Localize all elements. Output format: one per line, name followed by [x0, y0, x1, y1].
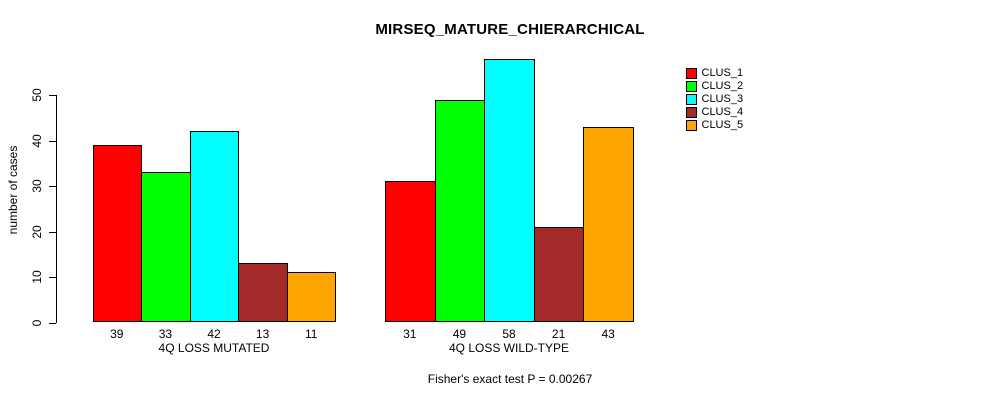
y-tick-mark: [49, 231, 56, 233]
bar-value-label: 42: [207, 326, 221, 341]
y-tick-mark: [49, 95, 56, 96]
y-tick-mark: [49, 322, 56, 324]
legend-swatch-clus_2: [686, 80, 697, 92]
x-axis-label-group-2: 4Q LOSS WILD-TYPE: [448, 341, 570, 355]
bar-clus_5-group1: [286, 272, 337, 323]
y-tick-label: 10: [30, 270, 44, 284]
y-tick-mark: [49, 277, 56, 278]
bar-value-label: 43: [601, 326, 615, 341]
bar-value-label: 58: [502, 326, 516, 341]
bar-value-label: 21: [551, 326, 566, 341]
legend-swatch-clus_3: [686, 93, 697, 105]
x-axis-label-group-1: 4Q LOSS MUTATED: [158, 341, 270, 355]
y-axis-title: number of cases: [6, 145, 20, 235]
legend-swatch-clus_1: [686, 67, 697, 79]
bar-value-label: 49: [452, 326, 467, 341]
legend-label-clus_2: CLUS_2: [701, 79, 744, 92]
bar-value-label: 33: [158, 326, 173, 341]
bar-value-label: 39: [110, 326, 124, 341]
annotation-pvalue: Fisher's exact test P = 0.00267: [427, 372, 593, 386]
legend-swatch-clus_5: [686, 119, 697, 131]
bar-clus_1-group2: [385, 181, 436, 323]
bar-clus_3-group1: [189, 131, 240, 323]
bar-value-label: 13: [255, 326, 270, 341]
y-tick-mark: [49, 186, 56, 187]
bar-clus_3-group2: [484, 58, 535, 323]
legend-label-clus_5: CLUS_5: [701, 118, 744, 131]
y-tick-label: 50: [30, 88, 44, 102]
bar-clus_2-group1: [141, 172, 191, 323]
legend-label-clus_4: CLUS_4: [701, 105, 744, 118]
legend-swatch-clus_4: [686, 106, 697, 118]
bar-clus_1-group1: [92, 145, 143, 323]
bar-value-label: 11: [304, 326, 318, 341]
y-tick-label: 20: [30, 224, 44, 239]
y-tick-mark: [49, 140, 56, 142]
y-tick-label: 0: [30, 319, 44, 326]
y-axis-line: [56, 95, 57, 323]
y-tick-label: 40: [30, 133, 44, 148]
bar-clus_4-group2: [533, 226, 585, 323]
y-tick-label: 30: [30, 179, 44, 193]
chart-title: MIRSEQ_MATURE_CHIERARCHICAL: [375, 21, 645, 38]
bar-value-label: 31: [403, 326, 417, 341]
bar-clus_5-group2: [583, 126, 634, 323]
legend-label-clus_1: CLUS_1: [701, 66, 744, 79]
legend-label-clus_3: CLUS_3: [701, 92, 744, 105]
bar-clus_4-group1: [238, 263, 288, 323]
bar-clus_2-group2: [434, 99, 486, 323]
